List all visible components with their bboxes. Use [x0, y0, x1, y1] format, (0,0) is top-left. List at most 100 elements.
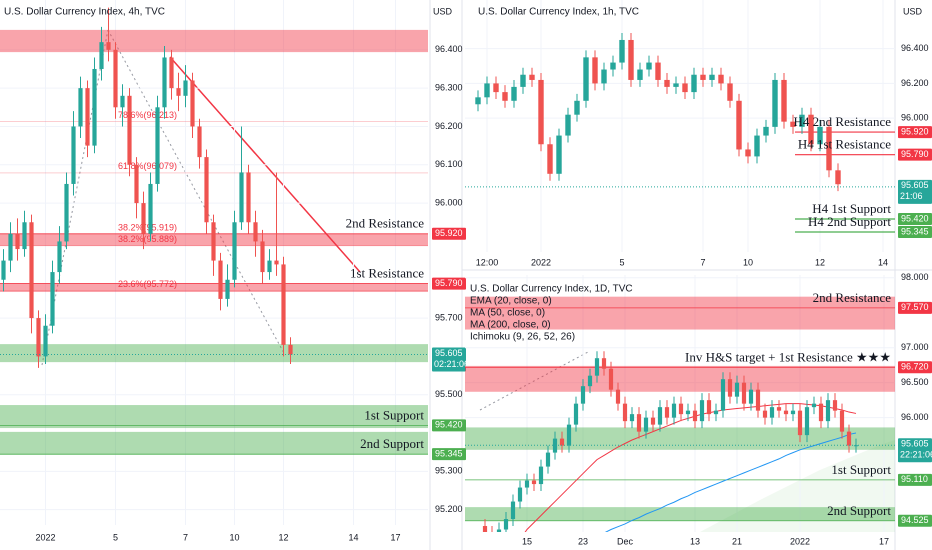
- price-badge: [898, 148, 932, 161]
- x-tick-label: 12: [815, 257, 825, 267]
- level-text: 2nd Resistance: [346, 216, 425, 231]
- y-tick-label: 95.300: [435, 466, 463, 476]
- price-badge: [898, 226, 932, 239]
- indicator-legend: Ichimoku (9, 26, 52, 26): [470, 332, 575, 343]
- candle-body: [484, 83, 490, 98]
- candle-body: [643, 417, 649, 432]
- candle-body: [218, 260, 223, 299]
- candle-body: [524, 480, 530, 488]
- price-badge: [898, 473, 932, 486]
- candle-body: [637, 69, 643, 80]
- x-tick-label: 2022: [790, 536, 810, 546]
- candle-body: [619, 39, 625, 63]
- last-price-badge: [898, 179, 932, 204]
- price-badge-label: 95.920: [901, 126, 929, 136]
- candle-body: [685, 410, 691, 415]
- candle-body: [253, 222, 258, 242]
- pattern-guide: [479, 351, 589, 411]
- candle-body: [556, 135, 562, 174]
- y-tick-label: 96.500: [901, 377, 929, 387]
- y-tick-label: 95.700: [435, 312, 463, 322]
- candle-body: [825, 400, 831, 422]
- candle-body: [727, 83, 733, 101]
- plot-area: [465, 0, 895, 252]
- candle-body: [511, 86, 517, 101]
- zone: [465, 296, 895, 330]
- candle-body: [120, 95, 125, 108]
- candle-body: [678, 403, 684, 415]
- candle-body: [580, 386, 586, 404]
- candle-body: [587, 375, 593, 387]
- candle-body: [592, 57, 598, 84]
- zone: [465, 365, 895, 392]
- candle-body: [691, 74, 697, 93]
- candle-body: [718, 74, 724, 84]
- candle-body: [288, 344, 293, 355]
- candle-body: [493, 83, 499, 93]
- price-badge-label: 94.525: [901, 515, 929, 525]
- candle-body: [225, 279, 230, 299]
- candle-body: [615, 389, 621, 404]
- candle-body: [531, 480, 537, 485]
- candle-body: [529, 74, 535, 80]
- price-badge-label: 95.790: [435, 278, 463, 288]
- candle-body: [92, 68, 97, 146]
- level-text: 1st Support: [831, 462, 891, 477]
- level-text: H4 1st Support: [812, 201, 891, 216]
- candle-body: [503, 519, 509, 530]
- candle-body: [232, 222, 237, 280]
- candle-body: [162, 57, 167, 108]
- price-badge: [898, 361, 932, 374]
- y-tick-label: 96.400: [435, 44, 463, 54]
- y-tick-label: 98.000: [901, 272, 929, 282]
- candle-body: [783, 410, 789, 415]
- x-tick-label: 17: [879, 536, 889, 546]
- currency: USD: [433, 6, 453, 16]
- candle-body: [776, 407, 782, 411]
- zone: [0, 431, 428, 455]
- candle-body: [655, 62, 661, 80]
- price-badge-label: 95.345: [435, 448, 463, 458]
- price-badge-label: 95.420: [435, 420, 463, 430]
- zone: [0, 29, 428, 53]
- candle-body: [682, 83, 688, 93]
- candle-body: [835, 170, 841, 185]
- price-badge: [898, 126, 932, 139]
- x-tick-label: 10: [229, 532, 239, 542]
- fib-guide: [107, 29, 286, 356]
- candle-body: [281, 264, 286, 345]
- x-tick-label: 14: [878, 257, 888, 267]
- candle-body: [547, 144, 553, 174]
- last-price-label: 95.605: [435, 348, 463, 358]
- candle-body: [573, 403, 579, 425]
- candle-body: [700, 74, 706, 80]
- candle-body: [260, 241, 265, 273]
- candle-body: [57, 241, 62, 273]
- candle-body: [127, 95, 132, 165]
- x-tick-label: 2022: [35, 532, 55, 542]
- candle-body: [734, 382, 740, 397]
- candle-body: [566, 424, 572, 446]
- candle-body: [538, 466, 544, 485]
- zone: [465, 507, 895, 522]
- x-tick-label: 13: [690, 536, 700, 546]
- candle-body: [817, 126, 823, 145]
- candle-body: [650, 417, 656, 425]
- candle-body: [664, 407, 670, 418]
- candle-body: [490, 533, 494, 536]
- fib-label: 38.2%(95.919): [118, 223, 177, 233]
- x-tick-label: 21: [732, 536, 742, 546]
- x-tick-label: 12:00: [476, 257, 499, 267]
- candle-body: [85, 88, 90, 146]
- moving-average: [604, 432, 857, 532]
- level-text: 2nd Support: [827, 503, 891, 518]
- candle-body: [601, 69, 607, 84]
- candle-body: [636, 414, 642, 432]
- price-badge: [898, 212, 932, 225]
- candle-body: [565, 114, 571, 136]
- candle-body: [574, 100, 580, 115]
- candle-body: [99, 42, 104, 69]
- candle-body: [482, 526, 488, 532]
- candle-body: [692, 410, 698, 422]
